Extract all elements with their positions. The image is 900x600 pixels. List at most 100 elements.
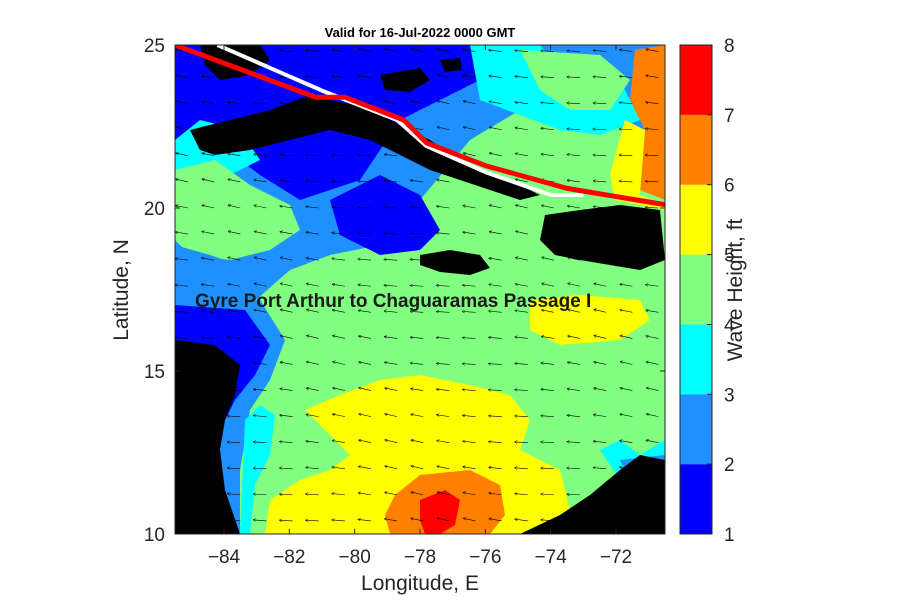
wind-arrow — [541, 442, 554, 443]
wind-arrow — [306, 50, 319, 51]
wind-arrow — [332, 76, 345, 78]
y-tick-label: 15 — [144, 362, 165, 383]
wind-arrow — [280, 155, 293, 156]
wind-arrow — [568, 284, 581, 287]
wind-arrow — [567, 77, 581, 78]
wind-arrow — [437, 233, 450, 234]
wind-arrow — [359, 49, 372, 52]
wind-arrow — [646, 285, 659, 287]
wind-arrow — [593, 129, 607, 130]
wind-arrow — [228, 310, 241, 313]
x-tick-label: −82 — [273, 547, 305, 568]
wind-arrow — [646, 155, 659, 156]
colorbar-tick-label: 5 — [724, 246, 735, 267]
wind-arrow — [280, 520, 293, 521]
wind-arrow — [646, 336, 659, 339]
wind-arrow — [201, 50, 215, 51]
wind-arrow — [437, 127, 450, 131]
wind-arrow — [646, 310, 659, 313]
colorbar: 1 2 3 4 5 6 7 8 — [679, 36, 735, 546]
wind-arrow — [464, 127, 476, 131]
wind-arrow — [332, 467, 345, 470]
wind-arrow — [620, 414, 633, 417]
sea-region-level-4-5-gulf-west — [175, 160, 300, 260]
wind-arrow — [306, 129, 319, 130]
wind-arrow — [647, 414, 659, 417]
wind-arrow — [619, 129, 633, 130]
wind-arrow — [593, 468, 607, 469]
wind-arrow — [490, 232, 502, 235]
wind-arrow — [541, 51, 554, 52]
wind-arrow — [463, 259, 476, 261]
wind-arrow — [646, 440, 659, 444]
wind-arrow — [201, 390, 215, 391]
wind-arrow — [201, 442, 215, 443]
x-axis: −84 −82 −80 −78 −76 −74 −72 — [208, 45, 632, 568]
y-tick-label: 25 — [144, 36, 165, 57]
wind-arrow — [385, 337, 398, 339]
wind-arrow — [307, 284, 319, 287]
wind-arrow — [281, 258, 293, 261]
wind-arrow — [385, 414, 398, 417]
wind-arrow — [359, 76, 372, 78]
wind-arrow — [567, 415, 581, 416]
wind-arrow — [332, 155, 345, 156]
wind-arrow — [515, 390, 528, 391]
wind-arrow — [437, 285, 450, 286]
wind-arrow — [176, 206, 189, 209]
wind-arrow — [176, 518, 189, 522]
wind-arrow — [515, 468, 528, 469]
colorbar-level-swatch — [680, 114, 712, 185]
wind-arrow — [385, 388, 398, 391]
wind-arrow — [489, 337, 502, 338]
wind-arrow — [516, 258, 528, 261]
wind-arrow — [359, 310, 372, 313]
wind-arrow — [281, 284, 293, 287]
wind-arrow — [281, 336, 293, 339]
wind-arrow — [541, 103, 554, 104]
x-tick-label: −78 — [404, 547, 436, 568]
wind-arrow — [306, 441, 319, 444]
wind-arrow — [254, 468, 267, 469]
route-label: Gyre Port Arthur to Chaguaramas Passage … — [195, 291, 591, 312]
wind-arrow — [306, 207, 319, 208]
wind-arrow — [201, 364, 215, 365]
wind-arrow — [228, 179, 241, 183]
wind-arrow — [490, 127, 502, 131]
wind-arrow — [411, 440, 424, 444]
wind-arrow — [385, 75, 398, 78]
wind-arrow — [464, 153, 476, 157]
wind-arrow — [307, 336, 319, 339]
wind-arrow — [593, 181, 607, 182]
wind-arrow — [515, 311, 528, 313]
wind-arrow — [411, 180, 424, 183]
wind-arrow — [254, 363, 267, 365]
wind-arrow — [542, 336, 554, 339]
wind-arrow — [254, 231, 267, 235]
wind-arrow — [359, 336, 372, 339]
x-axis-label: Longitude, E — [361, 572, 479, 595]
wind-arrow — [515, 337, 528, 339]
wind-arrow — [463, 390, 476, 391]
wind-arrow — [516, 205, 528, 209]
wind-arrow — [463, 364, 476, 365]
wind-arrow — [306, 258, 319, 261]
colorbar-frame — [679, 44, 713, 535]
colorbar-tick-label: 2 — [724, 455, 735, 476]
wind-arrow — [202, 102, 215, 104]
wind-arrow — [489, 467, 502, 470]
wind-arrow — [594, 415, 607, 417]
wind-arrow — [542, 310, 554, 313]
wind-arrow — [515, 102, 528, 104]
wind-arrow — [280, 442, 293, 443]
wind-arrow — [202, 127, 215, 131]
wind-arrow — [228, 284, 241, 287]
wind-arrow — [594, 388, 607, 391]
wind-arrow — [333, 441, 345, 444]
wind-arrow — [306, 232, 319, 235]
wind-arrow — [541, 520, 554, 521]
wind-arrow — [646, 493, 659, 496]
wind-arrow — [175, 390, 189, 391]
sea-region-level-5-6-east — [530, 295, 650, 345]
wind-arrow — [567, 520, 581, 521]
